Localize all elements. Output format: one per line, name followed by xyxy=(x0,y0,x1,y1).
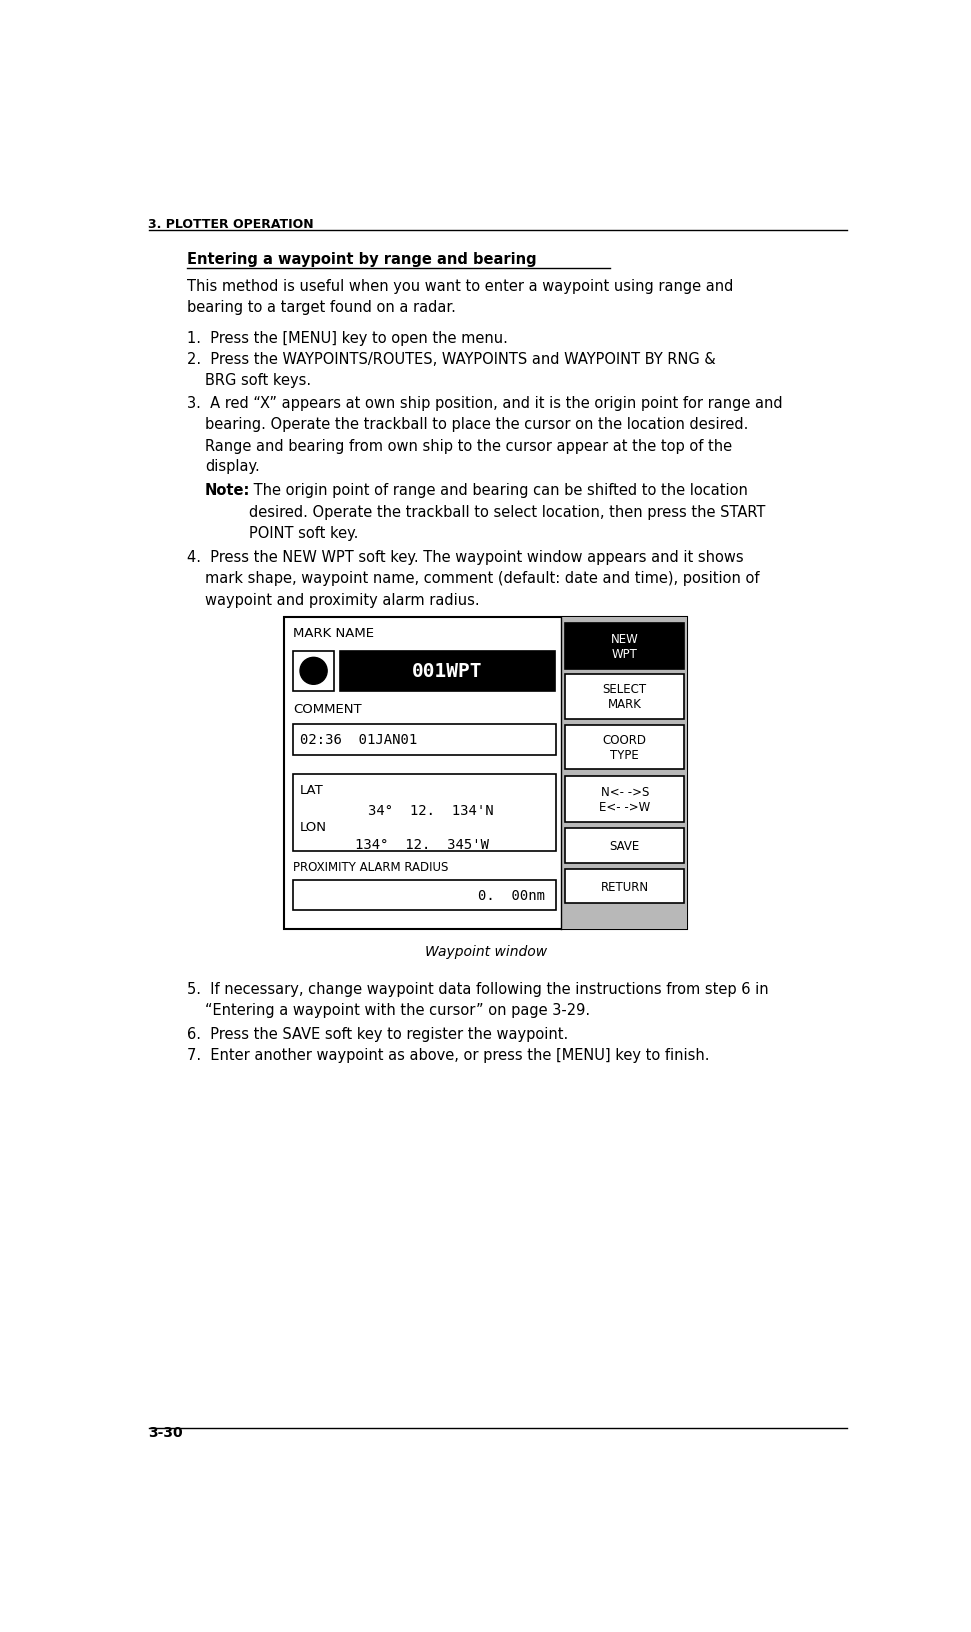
FancyBboxPatch shape xyxy=(340,651,554,692)
FancyBboxPatch shape xyxy=(565,829,684,863)
Text: This method is useful when you want to enter a waypoint using range and: This method is useful when you want to e… xyxy=(187,279,734,294)
FancyBboxPatch shape xyxy=(565,777,684,823)
Text: bearing to a target found on a radar.: bearing to a target found on a radar. xyxy=(187,300,456,315)
Text: waypoint and proximity alarm radius.: waypoint and proximity alarm radius. xyxy=(205,592,480,607)
Text: 3.  A red “X” appears at own ship position, and it is the origin point for range: 3. A red “X” appears at own ship positio… xyxy=(187,397,783,411)
FancyBboxPatch shape xyxy=(565,623,684,669)
Text: Note:: Note: xyxy=(205,483,251,498)
Text: MARK NAME: MARK NAME xyxy=(293,627,375,640)
Text: 3-30: 3-30 xyxy=(149,1425,184,1439)
Text: display.: display. xyxy=(205,459,260,473)
Text: COORD
TYPE: COORD TYPE xyxy=(603,734,647,762)
Text: COMMENT: COMMENT xyxy=(293,703,362,716)
FancyBboxPatch shape xyxy=(285,617,687,929)
Text: LAT: LAT xyxy=(300,783,323,796)
Text: 02:36  01JAN01: 02:36 01JAN01 xyxy=(300,733,417,747)
Text: NEW
WPT: NEW WPT xyxy=(611,633,639,661)
Text: Range and bearing from own ship to the cursor appear at the top of the: Range and bearing from own ship to the c… xyxy=(205,439,732,454)
Text: Waypoint window: Waypoint window xyxy=(424,945,547,958)
Text: 34°  12.  134'N: 34° 12. 134'N xyxy=(368,805,494,818)
Text: 1.  Press the [MENU] key to open the menu.: 1. Press the [MENU] key to open the menu… xyxy=(187,331,508,346)
FancyBboxPatch shape xyxy=(565,674,684,720)
Text: BRG soft keys.: BRG soft keys. xyxy=(205,372,311,388)
Text: 001WPT: 001WPT xyxy=(412,663,483,681)
Text: 4.  Press the NEW WPT soft key. The waypoint window appears and it shows: 4. Press the NEW WPT soft key. The waypo… xyxy=(187,550,744,565)
Text: 6.  Press the SAVE soft key to register the waypoint.: 6. Press the SAVE soft key to register t… xyxy=(187,1027,568,1041)
Text: POINT soft key.: POINT soft key. xyxy=(250,526,358,540)
Text: RETURN: RETURN xyxy=(601,880,649,893)
FancyBboxPatch shape xyxy=(293,725,556,756)
Text: PROXIMITY ALARM RADIUS: PROXIMITY ALARM RADIUS xyxy=(293,860,449,873)
FancyBboxPatch shape xyxy=(293,651,334,692)
Text: The origin point of range and bearing can be shifted to the location: The origin point of range and bearing ca… xyxy=(250,483,748,498)
Text: 3. PLOTTER OPERATION: 3. PLOTTER OPERATION xyxy=(149,217,315,230)
Text: bearing. Operate the trackball to place the cursor on the location desired.: bearing. Operate the trackball to place … xyxy=(205,416,749,432)
Text: Entering a waypoint by range and bearing: Entering a waypoint by range and bearing xyxy=(187,251,537,268)
Text: desired. Operate the trackball to select location, then press the START: desired. Operate the trackball to select… xyxy=(250,504,765,519)
FancyBboxPatch shape xyxy=(293,881,556,911)
Text: 2.  Press the WAYPOINTS/ROUTES, WAYPOINTS and WAYPOINT BY RNG &: 2. Press the WAYPOINTS/ROUTES, WAYPOINTS… xyxy=(187,353,716,367)
Text: “Entering a waypoint with the cursor” on page 3-29.: “Entering a waypoint with the cursor” on… xyxy=(205,1002,590,1017)
Text: LON: LON xyxy=(300,821,326,834)
Text: N<- ->S
E<- ->W: N<- ->S E<- ->W xyxy=(599,785,651,813)
FancyBboxPatch shape xyxy=(565,725,684,770)
Text: 0.  00nm: 0. 00nm xyxy=(479,888,546,902)
Text: 5.  If necessary, change waypoint data following the instructions from step 6 in: 5. If necessary, change waypoint data fo… xyxy=(187,981,769,997)
FancyBboxPatch shape xyxy=(565,870,684,904)
FancyBboxPatch shape xyxy=(561,617,687,929)
Text: 134°  12.  345'W: 134° 12. 345'W xyxy=(354,837,488,852)
Text: 7.  Enter another waypoint as above, or press the [MENU] key to finish.: 7. Enter another waypoint as above, or p… xyxy=(187,1048,710,1062)
Text: SAVE: SAVE xyxy=(610,839,640,852)
Circle shape xyxy=(300,658,327,685)
Text: SELECT
MARK: SELECT MARK xyxy=(603,682,647,712)
FancyBboxPatch shape xyxy=(293,775,556,852)
Text: mark shape, waypoint name, comment (default: date and time), position of: mark shape, waypoint name, comment (defa… xyxy=(205,571,759,586)
